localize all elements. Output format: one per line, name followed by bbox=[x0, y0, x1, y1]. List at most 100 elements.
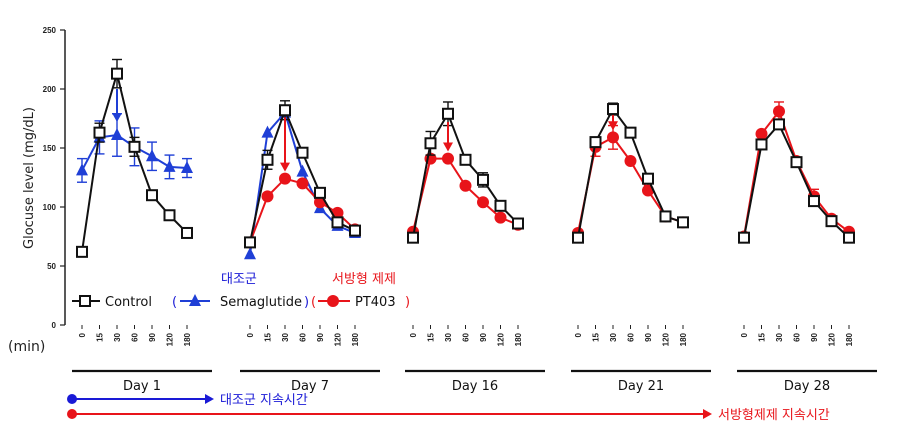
control-marker bbox=[349, 224, 361, 237]
control-marker bbox=[163, 209, 176, 222]
legend-control-marker bbox=[79, 295, 91, 307]
y-axis-title: Glocuse level (mg/dL) bbox=[22, 107, 37, 249]
extended-duration-arrowhead bbox=[703, 409, 712, 419]
control-marker bbox=[843, 231, 855, 244]
x-tick-label: 180 bbox=[183, 332, 192, 346]
series-control bbox=[76, 58, 193, 258]
control-marker bbox=[128, 140, 141, 153]
x-tick-label: 120 bbox=[497, 332, 506, 346]
control-marker bbox=[314, 186, 326, 199]
x-tick-label: 120 bbox=[828, 332, 837, 346]
control-marker bbox=[738, 231, 750, 244]
day-label: Day 21 bbox=[618, 379, 664, 394]
control-duration-arrowhead bbox=[205, 394, 214, 404]
semaglutide-marker bbox=[261, 125, 274, 138]
x-tick-label: 60 bbox=[299, 332, 308, 341]
legend-control-label: Control bbox=[105, 295, 152, 310]
control-marker bbox=[407, 231, 419, 244]
semaglutide-marker bbox=[244, 247, 256, 260]
day-label: Day 16 bbox=[452, 379, 498, 394]
x-tick-label: 60 bbox=[627, 332, 636, 341]
x-tick-label: 180 bbox=[514, 332, 523, 346]
pt403-marker bbox=[442, 152, 454, 165]
legend-paren-open-red: ( bbox=[311, 295, 316, 310]
pt403-marker bbox=[607, 131, 619, 144]
y-tick-label: 150 bbox=[43, 144, 57, 153]
panels: 0 15 30 60 90 120 180 Day 1 0 15 30 60 90 120 180 Day 7… bbox=[72, 58, 877, 394]
control-marker bbox=[624, 126, 637, 139]
y-axis: 0 50 100 150 200 250 Glocuse level (mg/dL) (min… bbox=[8, 26, 66, 355]
panel-day-21: 0 15 30 60 90 120 180 Day 21 bbox=[571, 102, 711, 394]
semaglutide-marker bbox=[163, 159, 176, 172]
control-marker bbox=[93, 126, 106, 139]
control-marker bbox=[494, 199, 507, 212]
x-tick-label: 15 bbox=[592, 332, 601, 341]
control-marker bbox=[424, 137, 437, 150]
control-marker bbox=[459, 153, 472, 166]
legend-pt403-label: PT403 bbox=[355, 295, 396, 310]
pt403-marker bbox=[624, 154, 637, 167]
legend: Control(Semaglutide)(PT403) bbox=[72, 294, 410, 310]
y-tick-label: 250 bbox=[43, 26, 57, 35]
panel-day-16: 0 15 30 60 90 120 180 Day 16 bbox=[405, 101, 545, 394]
control-marker bbox=[477, 173, 489, 186]
pt403-marker bbox=[296, 177, 309, 190]
control-marker bbox=[111, 67, 123, 80]
day-label: Day 1 bbox=[123, 379, 161, 394]
x-tick-label: 0 bbox=[78, 332, 87, 337]
day-label: Day 28 bbox=[784, 379, 830, 394]
legend-paren-close-blue: ) bbox=[304, 295, 309, 310]
x-tick-label: 30 bbox=[113, 332, 122, 341]
x-tick-label: 60 bbox=[793, 332, 802, 341]
pt403-marker bbox=[494, 211, 507, 224]
control-marker bbox=[642, 172, 654, 185]
x-tick-label: 30 bbox=[444, 332, 453, 341]
legend-pt403-marker bbox=[327, 295, 339, 307]
series-control bbox=[738, 118, 855, 244]
x-tick-label: 30 bbox=[609, 332, 618, 341]
x-tick-label: 90 bbox=[148, 332, 157, 341]
panel-day-28: 0 15 30 60 90 120 180 Day 28 bbox=[737, 101, 877, 394]
control-marker bbox=[442, 107, 454, 120]
pt403-marker bbox=[755, 127, 768, 140]
series-control bbox=[244, 100, 361, 249]
series-control bbox=[572, 102, 689, 244]
control-marker bbox=[659, 210, 672, 223]
panel-day-1: 0 15 30 60 90 120 180 Day 1 bbox=[72, 58, 212, 394]
control-marker bbox=[181, 226, 193, 239]
pt403-marker bbox=[477, 196, 489, 209]
series-control bbox=[407, 101, 524, 244]
x-tick-label: 60 bbox=[131, 332, 140, 341]
x-tick-label: 120 bbox=[166, 332, 175, 346]
x-tick-label: 15 bbox=[96, 332, 105, 341]
panel-day-7: 0 15 30 60 90 120 180 Day 7 bbox=[240, 100, 380, 394]
control-marker bbox=[261, 153, 274, 166]
control-marker bbox=[825, 215, 838, 228]
y-tick-label: 50 bbox=[47, 262, 56, 271]
x-tick-label: 30 bbox=[281, 332, 290, 341]
day7-effect-arrow-head bbox=[280, 162, 290, 172]
extended-duration-label: 서방형제제 지속시간 bbox=[718, 408, 830, 423]
semaglutide-marker bbox=[146, 149, 158, 162]
x-tick-label: 30 bbox=[775, 332, 784, 341]
x-tick-label: 15 bbox=[427, 332, 436, 341]
control-group-label: 대조군 bbox=[221, 272, 257, 287]
day-label: Day 7 bbox=[291, 379, 329, 394]
day1-effect-arrow-head bbox=[112, 113, 122, 123]
x-tick-label: 90 bbox=[316, 332, 325, 341]
control-marker bbox=[146, 189, 158, 202]
x-tick-label: 120 bbox=[334, 332, 343, 346]
x-unit-label: (min) bbox=[8, 339, 45, 355]
x-tick-label: 0 bbox=[740, 332, 749, 337]
control-marker bbox=[76, 245, 88, 258]
pt403-marker bbox=[459, 179, 472, 192]
x-tick-label: 15 bbox=[758, 332, 767, 341]
control-marker bbox=[773, 118, 785, 131]
y-tick-label: 0 bbox=[52, 321, 57, 330]
x-tick-label: 180 bbox=[845, 332, 854, 346]
control-marker bbox=[331, 216, 344, 229]
pt403-marker bbox=[261, 190, 274, 203]
semaglutide-marker bbox=[76, 163, 88, 176]
